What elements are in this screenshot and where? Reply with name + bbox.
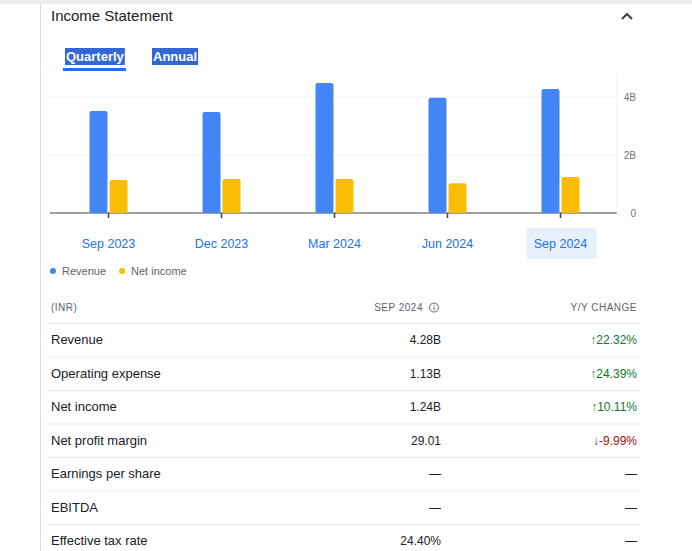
row-value: 1.24B xyxy=(410,400,441,414)
bar xyxy=(316,83,334,213)
legend-swatch xyxy=(50,268,56,274)
row-label: Earnings per share xyxy=(51,466,161,481)
row-label: EBITDA xyxy=(51,500,98,515)
info-icon[interactable] xyxy=(430,303,439,312)
bar xyxy=(449,183,467,213)
row-value: — xyxy=(429,501,441,515)
legend-label: Revenue xyxy=(62,265,106,277)
row-change: ↑10.11% xyxy=(591,400,637,414)
info-icon-stem xyxy=(434,307,435,311)
bar xyxy=(223,179,241,213)
row-value: 1.13B xyxy=(410,367,441,381)
top-shadow xyxy=(0,0,692,4)
row-value: 29.01 xyxy=(411,434,441,448)
bar xyxy=(429,98,447,213)
row-value: 24.40% xyxy=(400,534,441,548)
y-axis-line xyxy=(617,74,618,213)
row-divider xyxy=(48,323,641,324)
tab-label: Quarterly xyxy=(66,49,125,64)
x-tick xyxy=(447,213,449,218)
panel-title: Income Statement xyxy=(51,7,174,24)
row-label: Operating expense xyxy=(51,366,161,381)
tab[interactable]: Annual xyxy=(152,48,198,65)
row-label: Net income xyxy=(51,399,117,414)
bar xyxy=(110,180,128,213)
bar xyxy=(203,112,221,213)
column-header: SEP 2024 xyxy=(374,302,423,313)
collapse-chevron[interactable] xyxy=(622,14,632,19)
x-tick-label[interactable]: Sep 2024 xyxy=(534,237,588,251)
x-tick-label[interactable]: Sep 2023 xyxy=(82,237,136,251)
row-divider xyxy=(48,424,641,425)
y-tick-label: 2B xyxy=(624,150,637,161)
bars xyxy=(90,83,580,213)
page: Income Statement Quarterly Annual 0 2B 4B Sep … xyxy=(0,0,692,551)
x-tick xyxy=(221,213,223,218)
x-tick xyxy=(560,213,562,218)
tab-underline xyxy=(63,68,126,71)
selected-period xyxy=(527,228,597,259)
row-divider xyxy=(48,524,641,525)
column-header: Y/Y CHANGE xyxy=(571,302,638,313)
tab-highlight xyxy=(65,48,125,65)
tab-highlight xyxy=(152,48,198,65)
row-change: — xyxy=(625,534,637,548)
row-label: Effective tax rate xyxy=(51,533,148,548)
x-tick xyxy=(334,213,336,218)
row-label: Net profit margin xyxy=(51,433,147,448)
legend-swatch xyxy=(119,268,125,274)
baseline xyxy=(50,212,617,213)
x-tick-label[interactable]: Jun 2024 xyxy=(422,237,473,251)
x-tick-label[interactable]: Mar 2024 xyxy=(308,237,361,251)
row-divider xyxy=(48,390,641,391)
info-icon-dot xyxy=(433,304,434,305)
bar xyxy=(562,177,580,213)
row-label: Revenue xyxy=(51,332,103,347)
bar xyxy=(542,89,560,213)
y-tick-label: 0 xyxy=(630,208,636,219)
row-value: — xyxy=(429,467,441,481)
card-border xyxy=(40,4,41,551)
row-divider xyxy=(48,457,641,458)
tab[interactable]: Quarterly xyxy=(65,48,125,65)
legend-label: Net income xyxy=(131,265,187,277)
row-divider xyxy=(48,357,641,358)
row-divider xyxy=(48,491,641,492)
x-tick-label[interactable]: Dec 2023 xyxy=(195,237,249,251)
bar xyxy=(90,111,108,213)
row-change: — xyxy=(625,501,637,515)
row-value: 4.28B xyxy=(410,333,441,347)
row-change: ↑24.39% xyxy=(590,367,637,381)
tab-label: Annual xyxy=(153,49,197,64)
row-change: ↑22.32% xyxy=(590,333,637,347)
bar xyxy=(336,179,354,213)
y-tick-label: 4B xyxy=(624,92,637,103)
row-change: — xyxy=(625,467,637,481)
row-change: ↓-9.99% xyxy=(593,434,637,448)
x-tick xyxy=(108,213,110,218)
column-header: (INR) xyxy=(51,302,77,313)
